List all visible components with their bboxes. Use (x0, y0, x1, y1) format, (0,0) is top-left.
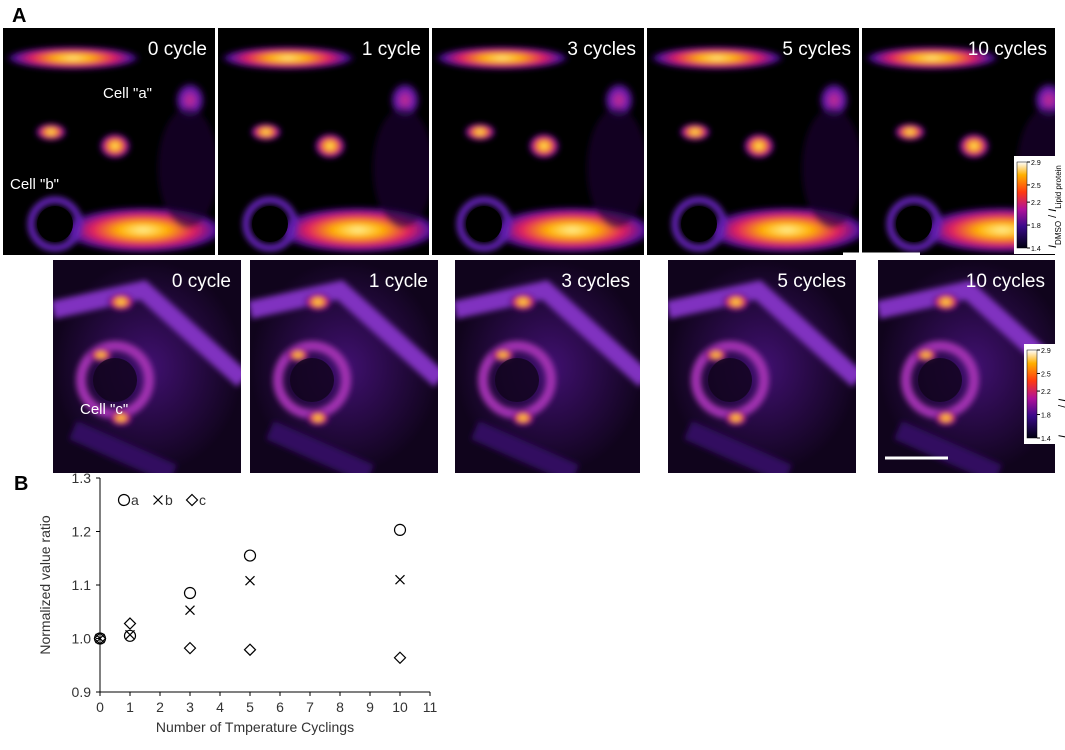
micrograph (218, 28, 443, 255)
micrograph (647, 28, 872, 255)
colorbar-tick-label: 2.2 (1031, 200, 1041, 207)
colorbar-tick-label: 2.9 (1031, 160, 1041, 167)
cycle-label: 0 cycle (172, 271, 231, 292)
panel-label: A (12, 5, 26, 27)
marker-circle (395, 524, 406, 535)
marker-circle (185, 588, 196, 599)
cycle-label: 1 cycle (369, 271, 428, 292)
marker-diamond (125, 618, 136, 629)
x-tick-label: 8 (336, 699, 344, 715)
y-tick-label: 1.1 (72, 577, 92, 593)
marker-diamond (187, 495, 198, 506)
x-tick-label: 7 (306, 699, 314, 715)
marker-cross (154, 496, 163, 505)
micrograph (3, 28, 228, 255)
y-tick-label: 1.0 (72, 631, 92, 647)
colorbar-tick-label: 1.4 (1041, 436, 1051, 443)
colorbar-tick-label: 1.8 (1031, 223, 1041, 230)
marker-circle (245, 550, 256, 561)
marker-cross (396, 575, 405, 584)
marker-cross (246, 576, 255, 585)
y-axis-title: Normalized value ratio (37, 515, 53, 654)
y-tick-label: 0.9 (72, 684, 92, 700)
x-tick-label: 6 (276, 699, 284, 715)
cycle-label: 5 cycles (777, 271, 846, 292)
micrograph (432, 28, 657, 255)
marker-diamond (395, 652, 406, 663)
marker-circle (125, 630, 136, 641)
image-panels: 0 cycle 1 cycle 3 cycles 5 cycles 10 cycles 0… (3, 28, 1065, 474)
marker-circle (119, 495, 130, 506)
colorbar (1017, 162, 1027, 248)
cycle-label: 5 cycles (782, 39, 851, 60)
y-tick-label: 1.3 (72, 470, 92, 486)
x-tick-label: 3 (186, 699, 194, 715)
x-tick-label: 5 (246, 699, 254, 715)
cycle-label: 1 cycle (362, 39, 421, 60)
colorbar-label-part: / (1057, 402, 1065, 411)
x-tick-label: 2 (156, 699, 164, 715)
micrograph (250, 260, 440, 474)
micrograph (455, 260, 645, 474)
micrograph (668, 260, 858, 474)
colorbar-tick-label: 1.4 (1031, 246, 1041, 253)
colorbar-tick-label: 2.9 (1041, 348, 1051, 355)
colorbar-tick-label: 1.8 (1041, 413, 1051, 420)
x-tick-label: 1 (126, 699, 134, 715)
legend-label: a (131, 492, 139, 508)
colorbar-label-part: Lipid protein (1054, 165, 1063, 209)
x-tick-label: 4 (216, 699, 224, 715)
marker-cross (186, 606, 195, 615)
cycle-label: 10 cycles (966, 271, 1045, 292)
cycle-label: 0 cycle (148, 39, 207, 60)
cycle-label: 10 cycles (968, 39, 1047, 60)
legend-label: b (165, 492, 173, 508)
cell-label: Cell "b" (10, 176, 59, 193)
colorbar-tick-label: 2.5 (1041, 371, 1051, 378)
cycle-label: 3 cycles (561, 271, 630, 292)
x-tick-label: 10 (392, 699, 408, 715)
cell-label: Cell "c" (80, 401, 128, 418)
marker-diamond (245, 644, 256, 655)
micrograph (53, 260, 243, 474)
x-axis-title: Number of Tmperature Cyclings (156, 719, 354, 735)
colorbar (1027, 350, 1037, 438)
colorbar-label-part: DMSO (1054, 221, 1063, 245)
x-tick-label: 11 (423, 699, 438, 715)
colorbar-tick-label: 2.2 (1041, 389, 1051, 396)
colorbar-tick-label: 2.5 (1031, 183, 1041, 190)
cycle-label: 3 cycles (567, 39, 636, 60)
x-tick-label: 0 (96, 699, 104, 715)
legend-label: c (199, 492, 206, 508)
marker-diamond (185, 643, 196, 654)
marker-cross (126, 630, 135, 639)
y-tick-label: 1.2 (72, 524, 92, 540)
colorbar-label-part: / (1047, 212, 1059, 221)
cell-label: Cell "a" (103, 85, 152, 102)
x-tick-label: 9 (366, 699, 374, 715)
panel-label: B (14, 473, 28, 495)
chart: 0.9 1.0 1.1 1.2 1.3 0 1 2 3 4 5 6 7 8 9 10 11 Number of T… (37, 470, 437, 735)
